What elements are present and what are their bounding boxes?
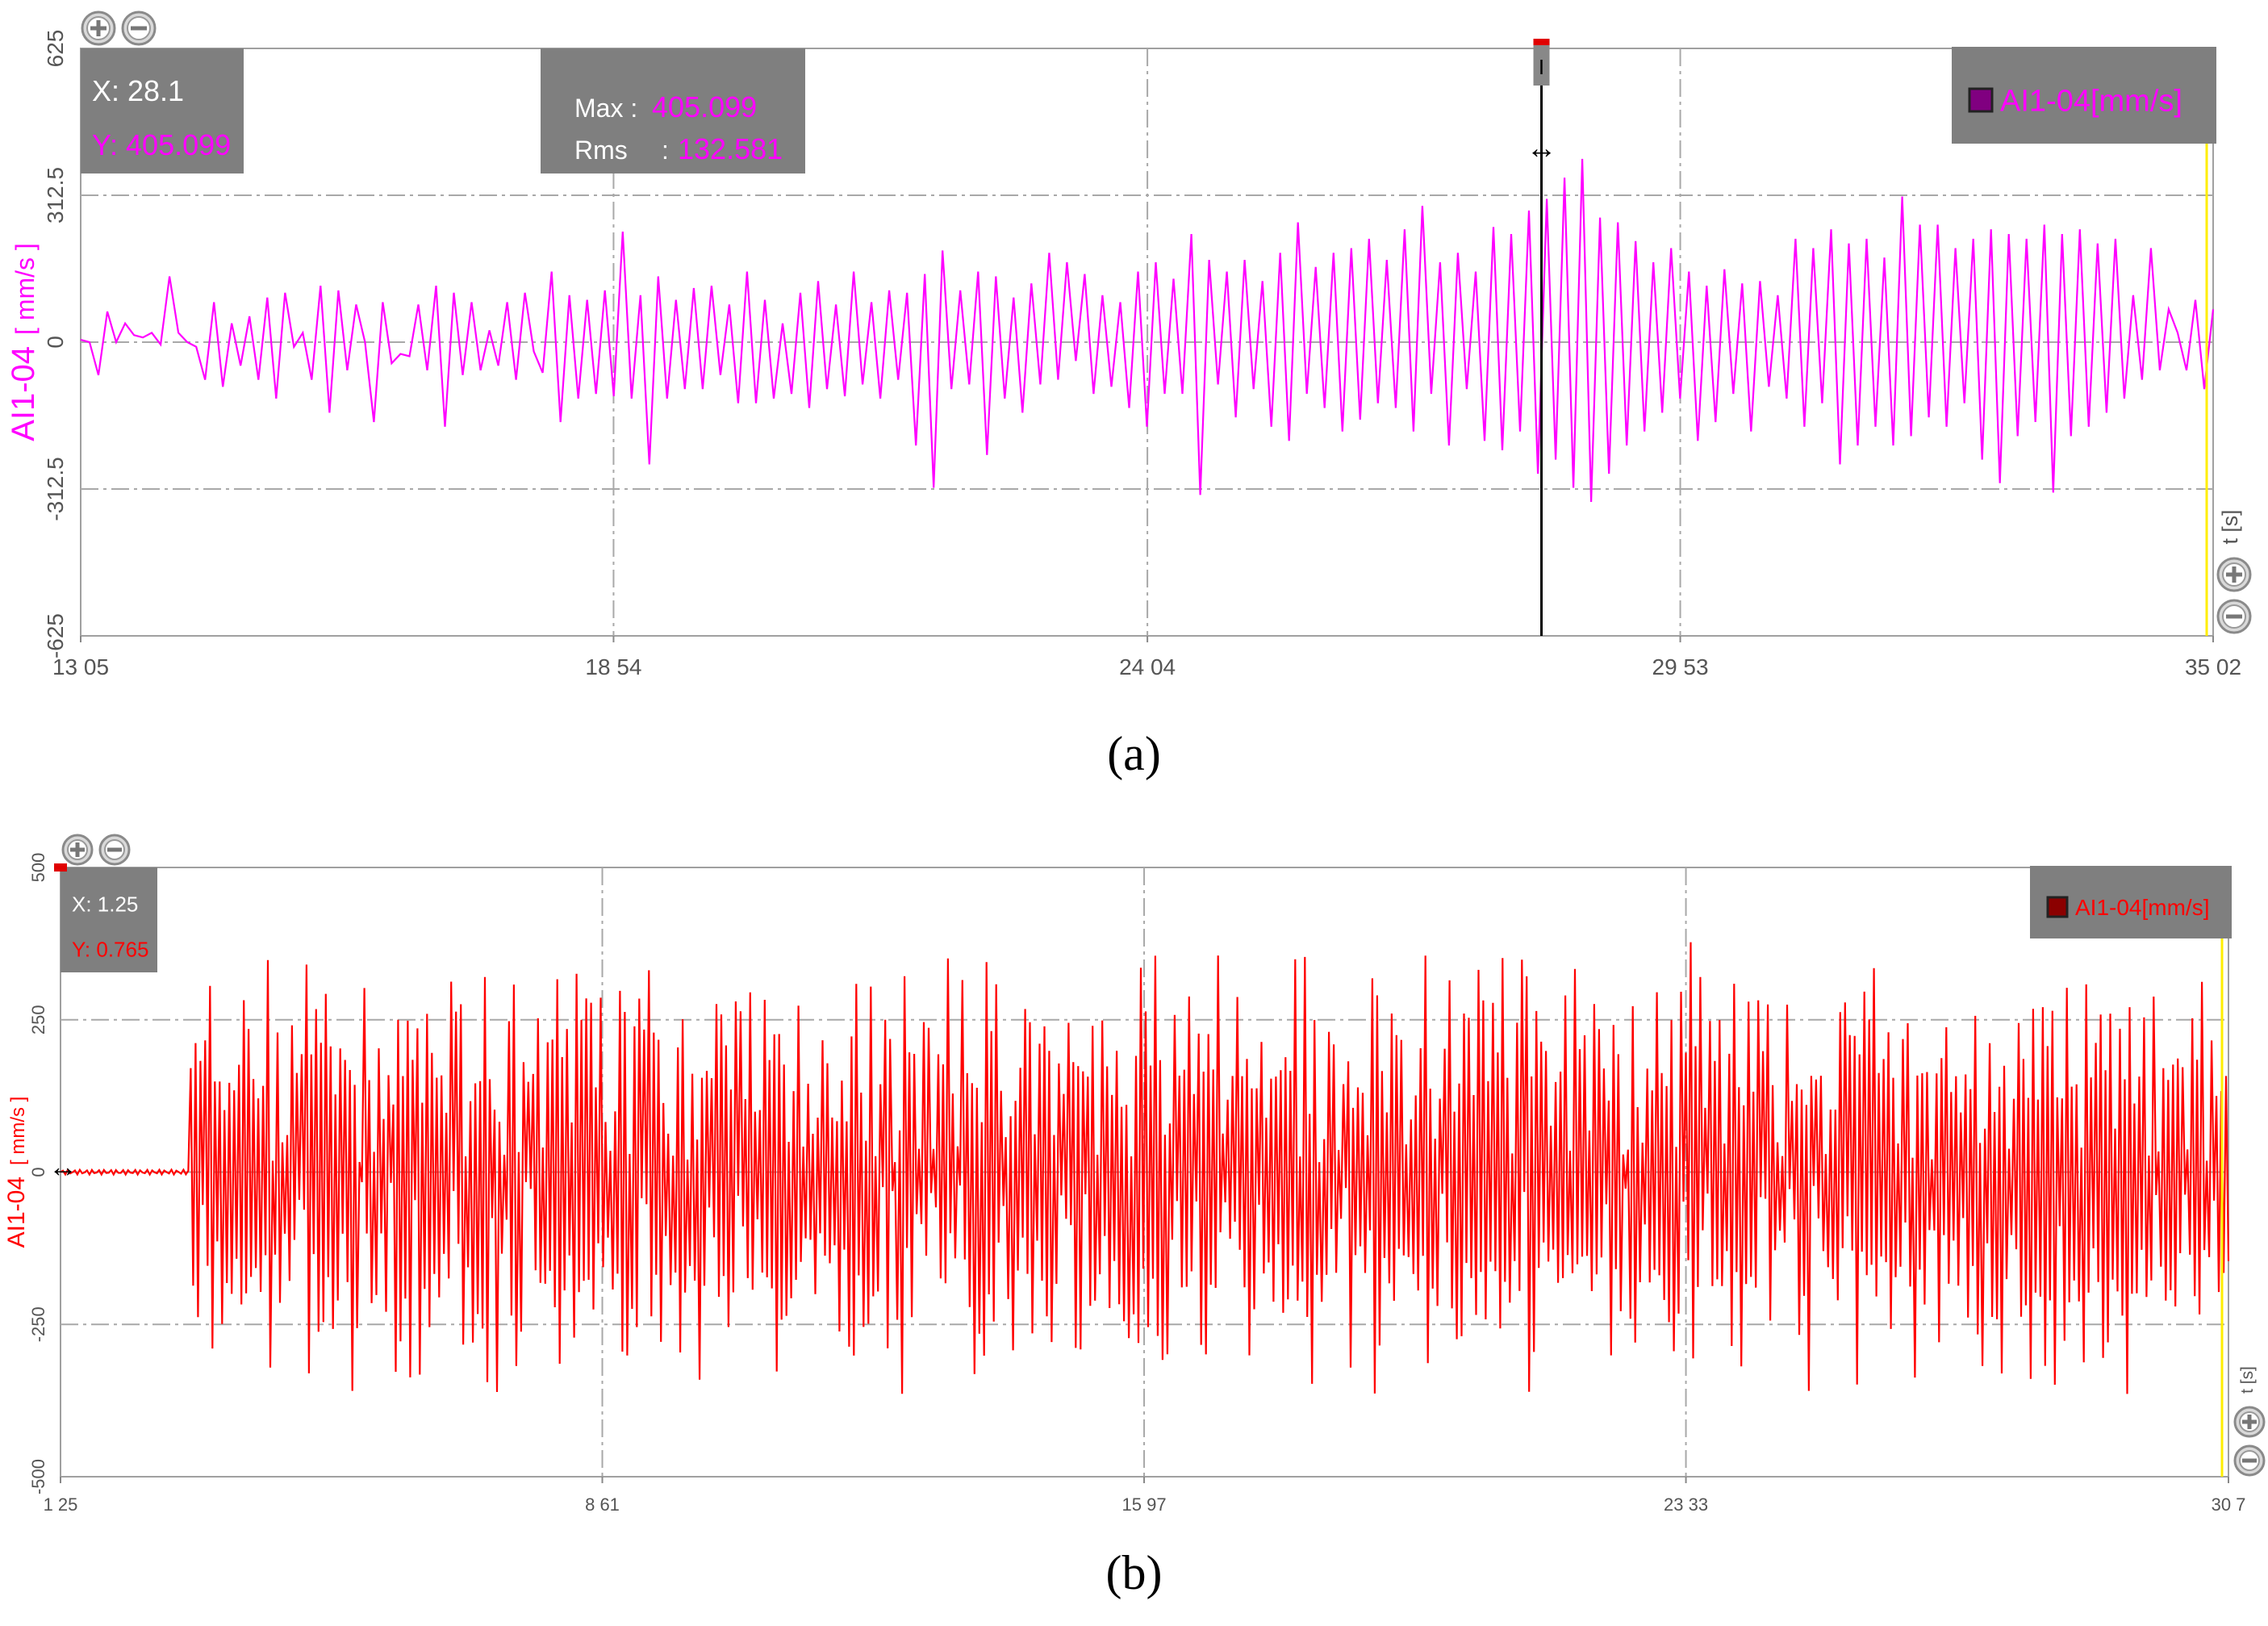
cursor-x-label: X: 28.1 <box>92 74 184 107</box>
start-marker <box>54 863 67 872</box>
x-tick-label: 24 04 <box>1119 654 1176 679</box>
y-tick-label: -500 <box>28 1459 48 1494</box>
x-zoom-out-button[interactable] <box>2216 599 2252 634</box>
x-axis-unit: t [s] <box>2238 1366 2257 1394</box>
legend-label: AI1-04[mm/s] <box>2075 895 2209 920</box>
y-tick-label: 0 <box>28 1167 48 1177</box>
y-axis-name: AI1-04 <box>6 346 41 441</box>
x-tick-label: 30 7 <box>2212 1494 2246 1515</box>
x-tick-label: 15 97 <box>1122 1494 1167 1515</box>
x-tick-label: 23 33 <box>1664 1494 1708 1515</box>
stats-rms-label: Rms <box>574 136 628 165</box>
cursor-drag-icon: ↔ <box>1527 132 1557 165</box>
cursor-handle <box>1533 40 1550 86</box>
series-line <box>80 158 2215 503</box>
y-tick-label: -625 <box>43 613 68 658</box>
caption-a: (a) <box>1107 727 1161 780</box>
stats-rms-value: 132.581 <box>678 132 783 165</box>
cursor-y-label: Y: 0.765 <box>72 938 148 962</box>
caption-b: (b) <box>1105 1546 1163 1599</box>
x-tick-label: 29 53 <box>1652 654 1709 679</box>
y-zoom-in-button[interactable] <box>61 834 94 866</box>
y-tick-label: -312.5 <box>43 457 68 520</box>
legend-box <box>1952 47 2216 144</box>
cursor-readout-box <box>61 867 157 972</box>
legend-label: AI1-04[mm/s] <box>2000 84 2182 118</box>
y-tick-label: -250 <box>28 1306 48 1342</box>
x-tick-label: 35 02 <box>2185 654 2241 679</box>
x-tick-label: 8 61 <box>585 1494 620 1515</box>
series-line <box>60 942 2230 1394</box>
y-axis-unit: [ mm/s ] <box>7 1097 29 1165</box>
stats-rms-colon: : <box>662 136 669 165</box>
cursor-drag-icon: ↔ <box>48 1150 77 1183</box>
y-tick-label: 0 <box>43 336 68 349</box>
x-axis-unit: t [s] <box>2218 510 2242 545</box>
y-tick-label: 500 <box>28 853 48 883</box>
y-axis-label: AI1-04 [ mm/s ] <box>6 243 41 441</box>
x-zoom-in-button[interactable] <box>2216 557 2252 592</box>
y-axis-label: AI1-04 [ mm/s ] <box>3 1097 30 1248</box>
x-tick-label: 13 05 <box>52 654 109 679</box>
y-tick-label: 625 <box>43 30 68 68</box>
y-zoom-out-button[interactable] <box>98 834 131 866</box>
x-tick-label: 1 25 <box>44 1494 78 1515</box>
cursor-handle-glyph: I <box>1539 55 1544 79</box>
y-tick-label: 250 <box>28 1005 48 1035</box>
y-axis-unit: [ mm/s ] <box>10 243 40 335</box>
stats-box <box>541 48 805 173</box>
cursor-y-label: Y: 405.099 <box>92 128 231 161</box>
y-zoom-in-button[interactable] <box>81 10 116 46</box>
y-tick-label: 312.5 <box>43 167 68 224</box>
cursor-x-label: X: 1.25 <box>72 892 138 917</box>
x-zoom-in-button[interactable] <box>2233 1406 2266 1438</box>
y-axis-name: AI1-04 <box>3 1177 30 1248</box>
legend-swatch <box>2046 896 2069 918</box>
stats-max-value: 405.099 <box>652 90 757 123</box>
x-tick-label: 18 54 <box>585 654 641 679</box>
cursor-handle-top <box>1533 39 1550 45</box>
stats-max-label: Max : <box>574 94 637 123</box>
cursor-readout-box <box>81 48 244 173</box>
x-zoom-out-button[interactable] <box>2233 1444 2266 1477</box>
legend-swatch <box>1968 87 1994 113</box>
y-zoom-out-button[interactable] <box>121 10 157 46</box>
